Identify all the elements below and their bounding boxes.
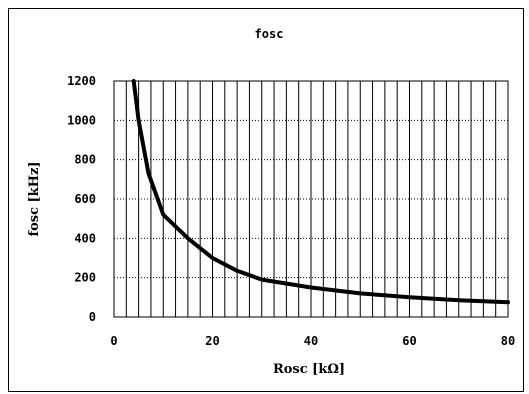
y-tick-label: 400 <box>74 231 96 245</box>
chart-title: fosc <box>255 27 284 41</box>
y-tick-label: 800 <box>74 153 96 167</box>
y-tick-label: 0 <box>89 310 96 324</box>
x-tick-label: 80 <box>501 334 515 348</box>
y-axis-label: fosc [kHz] <box>27 162 42 237</box>
y-tick-label: 600 <box>74 192 96 206</box>
x-axis-label: Rosc [kΩ] <box>273 362 345 377</box>
x-tick-label: 20 <box>205 334 219 348</box>
y-tick-label: 1000 <box>67 113 96 127</box>
plot-area-border <box>113 80 509 318</box>
y-tick-label: 200 <box>74 271 96 285</box>
vertical-gridlines <box>125 81 497 317</box>
chart-frame <box>8 8 524 392</box>
x-tick-label: 0 <box>110 334 117 348</box>
x-tick-label: 60 <box>402 334 416 348</box>
series-line <box>131 79 510 305</box>
y-tick-label: 1200 <box>67 74 96 88</box>
y-tick-labels: 0 200 400 600 800 1000 1200 <box>67 74 96 324</box>
series-group <box>131 79 510 305</box>
x-tick-label: 40 <box>304 334 318 348</box>
x-tick-labels: 0 20 40 60 80 <box>110 334 515 348</box>
